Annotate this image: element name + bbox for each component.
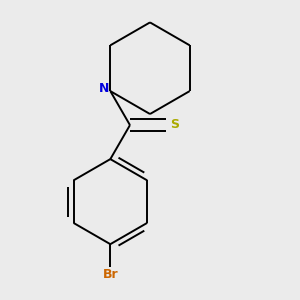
Text: S: S — [171, 118, 180, 131]
Text: N: N — [99, 82, 110, 95]
Text: Br: Br — [103, 268, 118, 281]
